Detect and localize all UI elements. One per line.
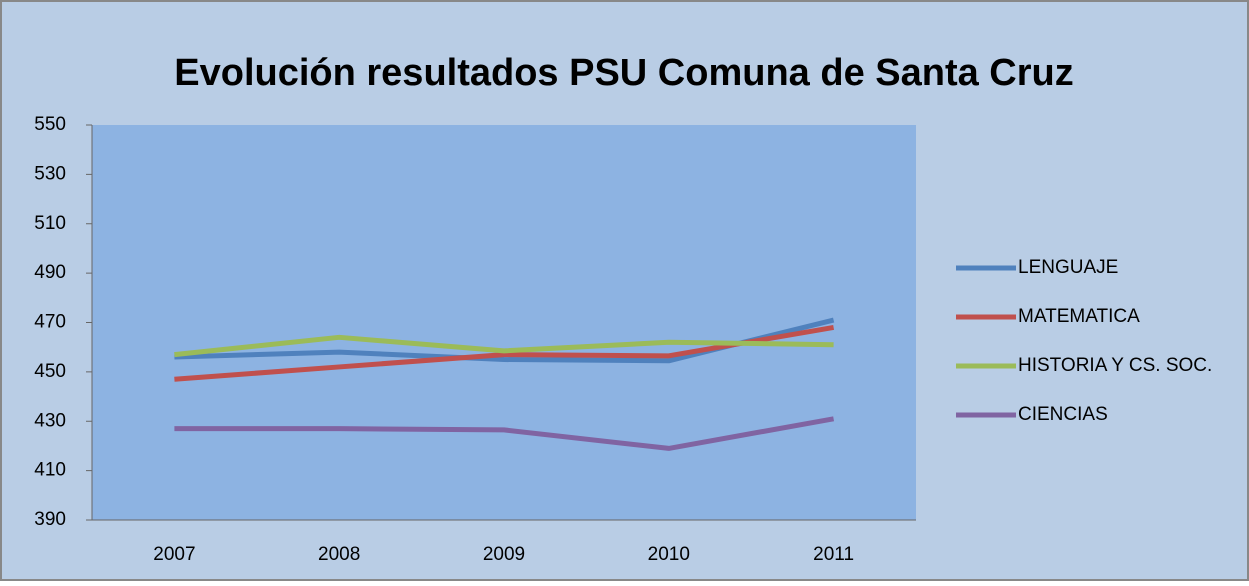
y-tick-label: 510: [34, 213, 66, 234]
y-tick-label: 470: [34, 312, 66, 333]
x-tick-label: 2008: [318, 544, 360, 565]
x-tick-label: 2011: [813, 544, 854, 565]
legend-label: LENGUAJE: [1018, 257, 1118, 278]
legend-label: CIENCIAS: [1018, 404, 1108, 425]
y-tick-label: 530: [34, 163, 66, 184]
y-tick-label: 410: [34, 460, 66, 481]
series-line: [174, 324, 835, 382]
series-line: [174, 334, 834, 358]
y-tick-label: 430: [34, 410, 66, 431]
legend-label: MATEMATICA: [1018, 306, 1140, 327]
x-tick-label: 2009: [483, 544, 525, 565]
y-tick-label: 390: [34, 509, 66, 530]
x-tick-label: 2007: [153, 544, 195, 565]
x-tick-label: 2010: [648, 544, 690, 565]
y-tick-label: 490: [34, 262, 66, 283]
y-tick-label: 450: [34, 361, 66, 382]
chart-title: Evolución resultados PSU Comuna de Santa…: [174, 52, 1074, 94]
legend-label: HISTORIA Y CS. SOC.: [1018, 355, 1212, 376]
y-tick-label: 550: [34, 114, 66, 135]
plot-area: [92, 125, 916, 520]
series-line: [174, 416, 835, 451]
